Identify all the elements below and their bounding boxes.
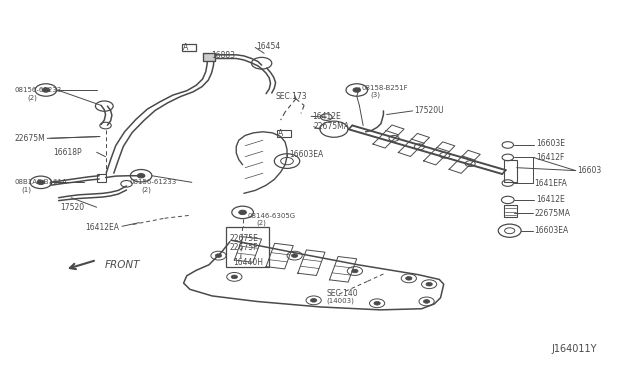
Circle shape (352, 269, 358, 273)
Text: 16603E: 16603E (536, 140, 564, 148)
Text: SEC.173: SEC.173 (276, 92, 307, 101)
Text: 1641EFA: 1641EFA (534, 179, 567, 187)
Text: 22675MA: 22675MA (534, 209, 570, 218)
Text: 16440H: 16440H (233, 259, 263, 267)
Text: 22675MA: 22675MA (314, 122, 349, 131)
Circle shape (406, 276, 412, 280)
Text: 16412EA: 16412EA (85, 222, 119, 231)
Text: SEC.140: SEC.140 (326, 289, 358, 298)
Text: 08B1A8-B161A: 08B1A8-B161A (14, 179, 67, 185)
Text: (3): (3) (371, 91, 381, 97)
Text: (14003): (14003) (326, 297, 354, 304)
Text: 16603EA: 16603EA (534, 226, 569, 235)
Bar (504, 160, 516, 182)
Bar (204, 52, 214, 61)
Text: 16412F: 16412F (536, 153, 564, 162)
Circle shape (291, 254, 298, 257)
Text: 16412E: 16412E (536, 195, 564, 205)
Circle shape (215, 254, 221, 257)
Circle shape (137, 174, 145, 178)
Circle shape (426, 282, 432, 286)
Circle shape (231, 275, 237, 279)
Text: 08146-6305G: 08146-6305G (247, 213, 295, 219)
Circle shape (239, 210, 246, 215)
Bar (97, 174, 106, 182)
Bar (277, 130, 291, 137)
Bar (204, 52, 214, 61)
Text: A: A (183, 43, 188, 52)
Text: 16618P: 16618P (54, 148, 82, 157)
Text: 16603EA: 16603EA (289, 150, 324, 159)
Text: (2): (2) (141, 186, 151, 193)
Bar (226, 227, 269, 267)
Circle shape (310, 298, 317, 302)
Circle shape (374, 301, 380, 305)
Circle shape (37, 180, 45, 185)
Text: 22675F: 22675F (230, 243, 259, 252)
Bar (182, 44, 196, 51)
Circle shape (353, 88, 360, 92)
Text: A: A (278, 129, 284, 138)
Text: 17520U: 17520U (414, 106, 444, 115)
Text: 22675E: 22675E (230, 234, 259, 243)
Text: 17520: 17520 (60, 203, 84, 212)
Text: 16412E: 16412E (312, 112, 341, 121)
Text: 16454: 16454 (257, 42, 281, 51)
Text: 16883: 16883 (211, 51, 235, 60)
Bar (504, 205, 516, 217)
Text: 08156-61233: 08156-61233 (14, 87, 61, 93)
Text: (1): (1) (22, 186, 32, 193)
Text: (2): (2) (27, 94, 36, 100)
Text: 08158-B251F: 08158-B251F (361, 85, 408, 91)
Text: J164011Y: J164011Y (552, 344, 597, 354)
Text: 16603: 16603 (577, 166, 601, 175)
Text: (2): (2) (257, 219, 266, 226)
Circle shape (424, 299, 429, 303)
Text: FRONT: FRONT (104, 260, 140, 270)
Text: 22675M: 22675M (14, 134, 45, 143)
Text: 08156-61233: 08156-61233 (130, 179, 177, 185)
Circle shape (42, 88, 50, 92)
